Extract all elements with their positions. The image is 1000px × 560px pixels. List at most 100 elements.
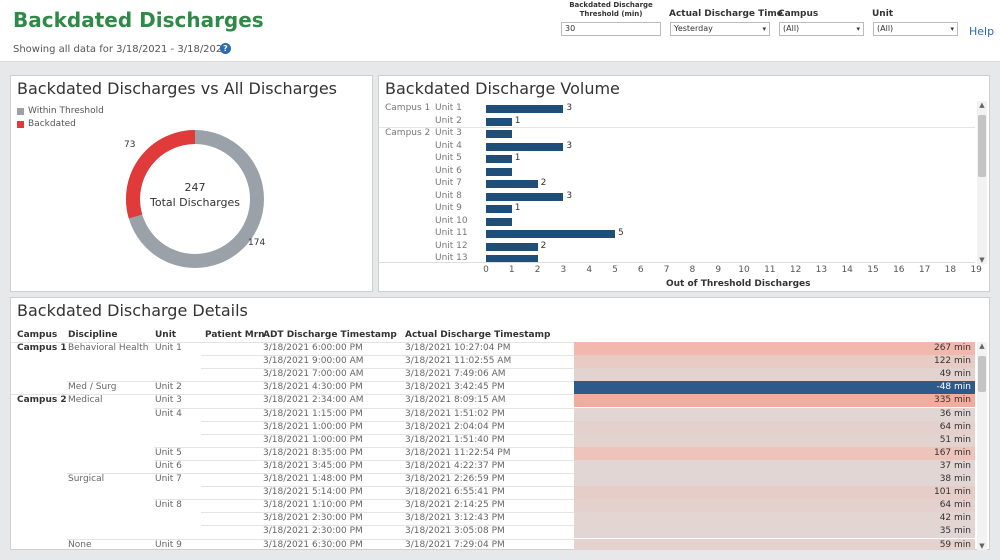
volume-scrollbar[interactable]: ▲ ▼: [977, 101, 987, 264]
minutes-heat-cell[interactable]: 42 min: [574, 512, 975, 526]
legend-backdated: Backdated: [17, 119, 76, 129]
col-unit[interactable]: Unit: [155, 330, 177, 340]
unit-select[interactable]: (All) ▾: [873, 22, 958, 36]
legend-within: Within Threshold: [17, 106, 104, 116]
threshold-input[interactable]: 30: [561, 22, 661, 36]
row-divider: [201, 420, 574, 422]
campus-cell: Campus 1: [17, 343, 67, 353]
scroll-thumb[interactable]: [978, 356, 986, 392]
volume-panel: Backdated Discharge Volume Campus 1 Unit …: [378, 75, 990, 292]
adt-timestamp-cell: 3/18/2021 1:00:00 PM: [263, 434, 363, 445]
axis-divider: [379, 262, 975, 263]
volume-bar[interactable]: [486, 155, 512, 163]
minutes-heat-cell[interactable]: 64 min: [574, 420, 975, 434]
volume-bar[interactable]: [486, 217, 512, 226]
volume-bar[interactable]: [486, 180, 538, 188]
unit-label: Unit 2: [435, 115, 462, 126]
volume-bar[interactable]: [486, 205, 512, 213]
bar-value-label: 1: [514, 203, 521, 213]
row-divider: [201, 512, 574, 514]
minutes-heat-cell[interactable]: 335 min: [574, 394, 975, 408]
help-link[interactable]: Help: [969, 25, 995, 38]
page-title: Backdated Discharges: [13, 8, 264, 32]
bar-value-label: 3: [566, 190, 573, 201]
volume-bar[interactable]: [486, 130, 512, 138]
chevron-up-icon[interactable]: ▲: [979, 101, 985, 109]
donut-chart[interactable]: [115, 119, 275, 279]
adt-timestamp-cell: 3/18/2021 1:10:00 PM: [263, 500, 363, 511]
x-axis-tick: 18: [944, 265, 957, 275]
actual-timestamp-cell: 3/18/2021 2:26:59 PM: [405, 474, 505, 484]
minutes-heat-cell[interactable]: 36 min: [574, 407, 975, 421]
details-scrollbar[interactable]: ▲ ▼: [977, 342, 987, 550]
actual-time-label: Actual Discharge Time: [669, 9, 783, 19]
chevron-down-icon[interactable]: ▼: [979, 542, 985, 550]
minutes-heat-cell[interactable]: 64 min: [574, 499, 975, 513]
minutes-heat-cell[interactable]: -48 min: [574, 381, 975, 395]
actual-timestamp-cell: 3/18/2021 6:55:41 PM: [405, 487, 505, 498]
chevron-up-icon[interactable]: ▲: [979, 342, 985, 350]
adt-timestamp-cell: 3/18/2021 5:14:00 PM: [263, 487, 363, 498]
col-patient-mrn[interactable]: Patient Mrn: [205, 330, 265, 340]
row-divider: [201, 355, 574, 357]
minutes-heat-cell[interactable]: 38 min: [574, 473, 975, 486]
minutes-heat-cell[interactable]: 167 min: [574, 446, 975, 460]
unit-cell: Unit 9: [155, 539, 182, 550]
backdated-arc[interactable]: [126, 130, 196, 219]
volume-bar[interactable]: [486, 167, 512, 176]
minutes-heat-cell[interactable]: 122 min: [574, 355, 975, 369]
volume-bar[interactable]: [486, 242, 538, 251]
unit-cell: Unit 7: [155, 474, 182, 484]
scroll-thumb[interactable]: [978, 115, 986, 177]
actual-timestamp-cell: 3/18/2021 2:14:25 PM: [405, 500, 505, 511]
minutes-heat-cell[interactable]: 101 min: [574, 486, 975, 500]
chevron-down-icon[interactable]: ▼: [979, 256, 985, 264]
actual-timestamp-cell: 3/18/2021 1:51:02 PM: [405, 408, 505, 419]
total-label: Total Discharges: [149, 196, 240, 209]
col-campus[interactable]: Campus: [17, 330, 58, 340]
adt-timestamp-cell: 3/18/2021 4:30:00 PM: [263, 382, 363, 393]
legend-swatch: [17, 107, 24, 115]
minutes-heat-cell[interactable]: 267 min: [574, 342, 975, 355]
details-table-body[interactable]: Campus 1 Behavioral Health Unit 1 3/18/2021…: [11, 342, 976, 550]
row-divider: [154, 459, 574, 461]
unit-cell: Unit 1: [155, 343, 182, 353]
minutes-heat-cell[interactable]: 37 min: [574, 459, 975, 473]
volume-bar[interactable]: [486, 230, 615, 238]
row-divider: [67, 381, 574, 383]
col-discipline[interactable]: Discipline: [68, 330, 118, 340]
minutes-heat-cell[interactable]: 59 min: [574, 538, 975, 550]
x-axis-title: Out of Threshold Discharges: [666, 279, 811, 289]
col-adt-timestamp[interactable]: ADT Discharge Timestamp: [263, 330, 397, 340]
actual-time-select[interactable]: Yesterday ▾: [670, 22, 770, 36]
actual-timestamp-cell: 3/18/2021 7:49:06 AM: [405, 369, 506, 380]
actual-timestamp-cell: 3/18/2021 11:22:54 PM: [405, 447, 511, 458]
x-axis-tick: 1: [508, 265, 515, 275]
info-icon[interactable]: ?: [220, 43, 231, 54]
x-axis-tick: 16: [893, 265, 905, 275]
adt-timestamp-cell: 3/18/2021 7:00:00 AM: [263, 369, 364, 380]
bar-value-label: 1: [514, 115, 521, 126]
actual-timestamp-cell: 3/18/2021 3:12:43 PM: [405, 513, 505, 524]
volume-bar[interactable]: [486, 117, 512, 126]
x-axis-tick: 6: [637, 265, 644, 275]
col-actual-timestamp[interactable]: Actual Discharge Timestamp: [405, 330, 551, 340]
x-axis-tick: 14: [841, 265, 853, 275]
adt-timestamp-cell: 3/18/2021 3:45:00 PM: [263, 460, 363, 471]
volume-bar[interactable]: [486, 105, 564, 113]
x-axis-tick: 0: [483, 265, 489, 275]
unit-cell: Unit 5: [155, 447, 182, 458]
unit-cell: Unit 6: [155, 460, 182, 471]
chevron-down-icon: ▾: [762, 25, 766, 33]
row-divider: [11, 342, 574, 343]
minutes-heat-cell[interactable]: 35 min: [574, 525, 975, 539]
minutes-heat-cell[interactable]: 51 min: [574, 433, 975, 447]
volume-bar[interactable]: [486, 192, 564, 201]
volume-bar-list[interactable]: Campus 1 Unit 1 3 Unit 2 1 Campus 2 Unit 3 Unit…: [379, 101, 975, 264]
minutes-heat-cell[interactable]: 49 min: [574, 368, 975, 382]
campus-select[interactable]: (All) ▾: [779, 22, 864, 36]
threshold-label: Backdated Discharge Threshold (min): [569, 1, 653, 18]
volume-bar[interactable]: [486, 255, 538, 263]
volume-bar[interactable]: [486, 142, 564, 151]
total-value: 247: [184, 181, 206, 194]
